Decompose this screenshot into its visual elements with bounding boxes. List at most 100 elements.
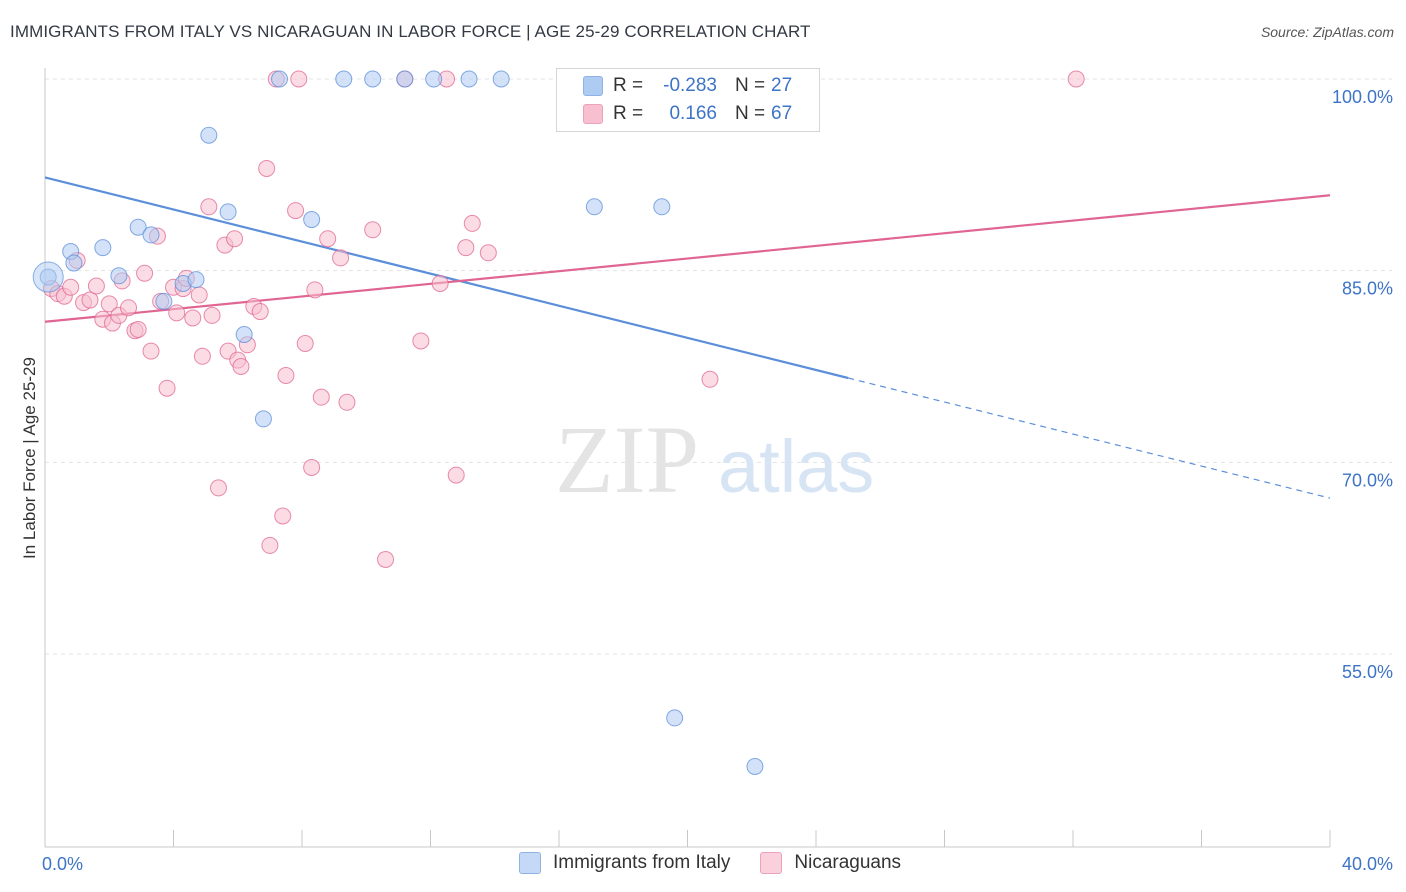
- nicaraguan-point: [120, 299, 138, 317]
- italy-point: [219, 203, 237, 221]
- italy-point: [155, 292, 173, 310]
- r-label: R =: [613, 75, 644, 96]
- nicaraguan-point: [277, 366, 295, 384]
- nicaraguan-point: [296, 335, 314, 352]
- r-value: 0.166: [669, 103, 717, 124]
- nicaraguan-point: [142, 342, 160, 360]
- nicaraguan-point: [303, 458, 321, 476]
- italy-point: [585, 198, 603, 216]
- nicaraguan-legend-swatch: [760, 852, 783, 874]
- n-label: N =: [735, 75, 766, 96]
- nicaraguan-point: [158, 379, 176, 397]
- italy-point: [142, 226, 160, 244]
- legend-label-italy: Immigrants from Italy: [553, 852, 731, 873]
- data-points: [32, 70, 1085, 775]
- nicaraguan-point: [226, 230, 244, 248]
- nicaraguan-point: [290, 70, 308, 88]
- series-legend: Immigrants from Italy Nicaraguans: [519, 852, 931, 874]
- source-label[interactable]: Source: ZipAtlas.com: [1260, 24, 1394, 40]
- italy-point: [94, 239, 112, 257]
- n-value: 27: [771, 75, 793, 96]
- nicaraguan-point: [463, 214, 481, 232]
- nicaraguan-point: [258, 159, 276, 177]
- chart-title: IMMIGRANTS FROM ITALY VS NICARAGUAN IN L…: [10, 22, 811, 41]
- italy-point: [303, 211, 321, 229]
- nicaraguan-point: [136, 264, 154, 282]
- italy-point: [425, 70, 443, 88]
- italy-point: [187, 271, 205, 289]
- nicaraguan-point: [209, 479, 227, 497]
- italy-point: [200, 126, 218, 144]
- nicaraguan-point: [261, 536, 279, 554]
- y-axis-label: In Labor Force | Age 25-29: [20, 357, 39, 559]
- y-tick-label: 100.0%: [1332, 87, 1393, 107]
- nicaraguan-point: [332, 249, 350, 267]
- nicaraguan-point: [319, 230, 337, 248]
- nicaraguan-point: [203, 306, 221, 324]
- nicaraguan-point: [447, 466, 465, 484]
- nicaraguan-point: [274, 507, 292, 525]
- nicaraguan-point: [62, 278, 80, 296]
- nicaraguan-point: [81, 291, 99, 309]
- nicaraguan-point: [168, 304, 186, 322]
- watermark-atlas: atlas: [718, 425, 874, 508]
- legend-item-nicaraguans[interactable]: Nicaraguans: [760, 852, 901, 874]
- nicaraguan-point: [193, 347, 211, 365]
- italy-swatch: [583, 76, 603, 96]
- italy-point: [492, 70, 510, 88]
- x-tick-label: 0.0%: [42, 854, 83, 874]
- nicaraguan-trend-line: [44, 194, 1331, 323]
- legend-item-italy[interactable]: Immigrants from Italy: [519, 852, 730, 874]
- italy-cluster-point: [32, 261, 64, 293]
- n-label: N =: [735, 103, 766, 124]
- watermark-zip: ZIP: [555, 406, 699, 513]
- italy-point: [666, 709, 684, 727]
- nicaraguan-point: [129, 320, 147, 338]
- nicaraguan-point: [200, 198, 218, 216]
- y-tick-label: 70.0%: [1342, 470, 1393, 490]
- nicaraguan-point: [479, 244, 497, 262]
- nicaraguan-point: [431, 274, 449, 292]
- legend-label-nicaraguans: Nicaraguans: [794, 852, 902, 873]
- nicaraguan-swatch: [583, 104, 603, 124]
- x-tick-label: 40.0%: [1342, 854, 1393, 874]
- italy-point: [254, 410, 272, 428]
- italy-point: [335, 70, 353, 88]
- italy-point: [653, 198, 671, 216]
- nicaraguan-point: [287, 202, 305, 220]
- nicaraguan-point: [100, 295, 118, 313]
- y-tick-label: 85.0%: [1342, 279, 1393, 299]
- nicaraguan-point: [306, 281, 324, 299]
- watermark: ZIP atlas: [555, 406, 874, 513]
- italy-point: [364, 70, 382, 88]
- nicaraguan-point: [1067, 70, 1085, 88]
- axis-labels: 100.0% 85.0% 70.0% 55.0% 0.0% 40.0% In Labor F…: [20, 87, 1393, 874]
- axes: [44, 68, 1331, 848]
- legend-row-italy: R = -0.283 N = 27: [557, 73, 792, 99]
- legend-row-nicaraguan: R = 0.166 N = 67: [557, 101, 792, 127]
- italy-point: [235, 326, 253, 344]
- r-label: R =: [613, 103, 644, 124]
- italy-point: [65, 254, 83, 272]
- r-value: -0.283: [663, 75, 717, 96]
- nicaraguan-point: [190, 286, 208, 304]
- italy-point: [271, 70, 289, 88]
- nicaraguan-point: [232, 358, 250, 375]
- nicaraguan-point: [184, 309, 202, 327]
- nicaraguan-point: [377, 550, 395, 568]
- nicaraguan-point: [87, 277, 105, 295]
- n-value: 67: [771, 103, 793, 124]
- nicaraguan-point: [251, 303, 269, 321]
- nicaraguan-point: [457, 239, 475, 257]
- italy-point: [746, 757, 764, 775]
- nicaraguan-point: [312, 388, 330, 406]
- italy-legend-swatch: [519, 852, 541, 874]
- italy-point: [460, 70, 478, 88]
- nicaraguan-point: [412, 332, 430, 350]
- nicaraguan-point: [364, 221, 382, 239]
- italy-point: [396, 70, 414, 88]
- italy-trend-line: [44, 176, 849, 380]
- italy-trend-extension: [847, 377, 1331, 499]
- stats-legend: R = -0.283 N = 27 R = 0.166 N = 67: [556, 68, 820, 132]
- italy-point: [110, 267, 128, 285]
